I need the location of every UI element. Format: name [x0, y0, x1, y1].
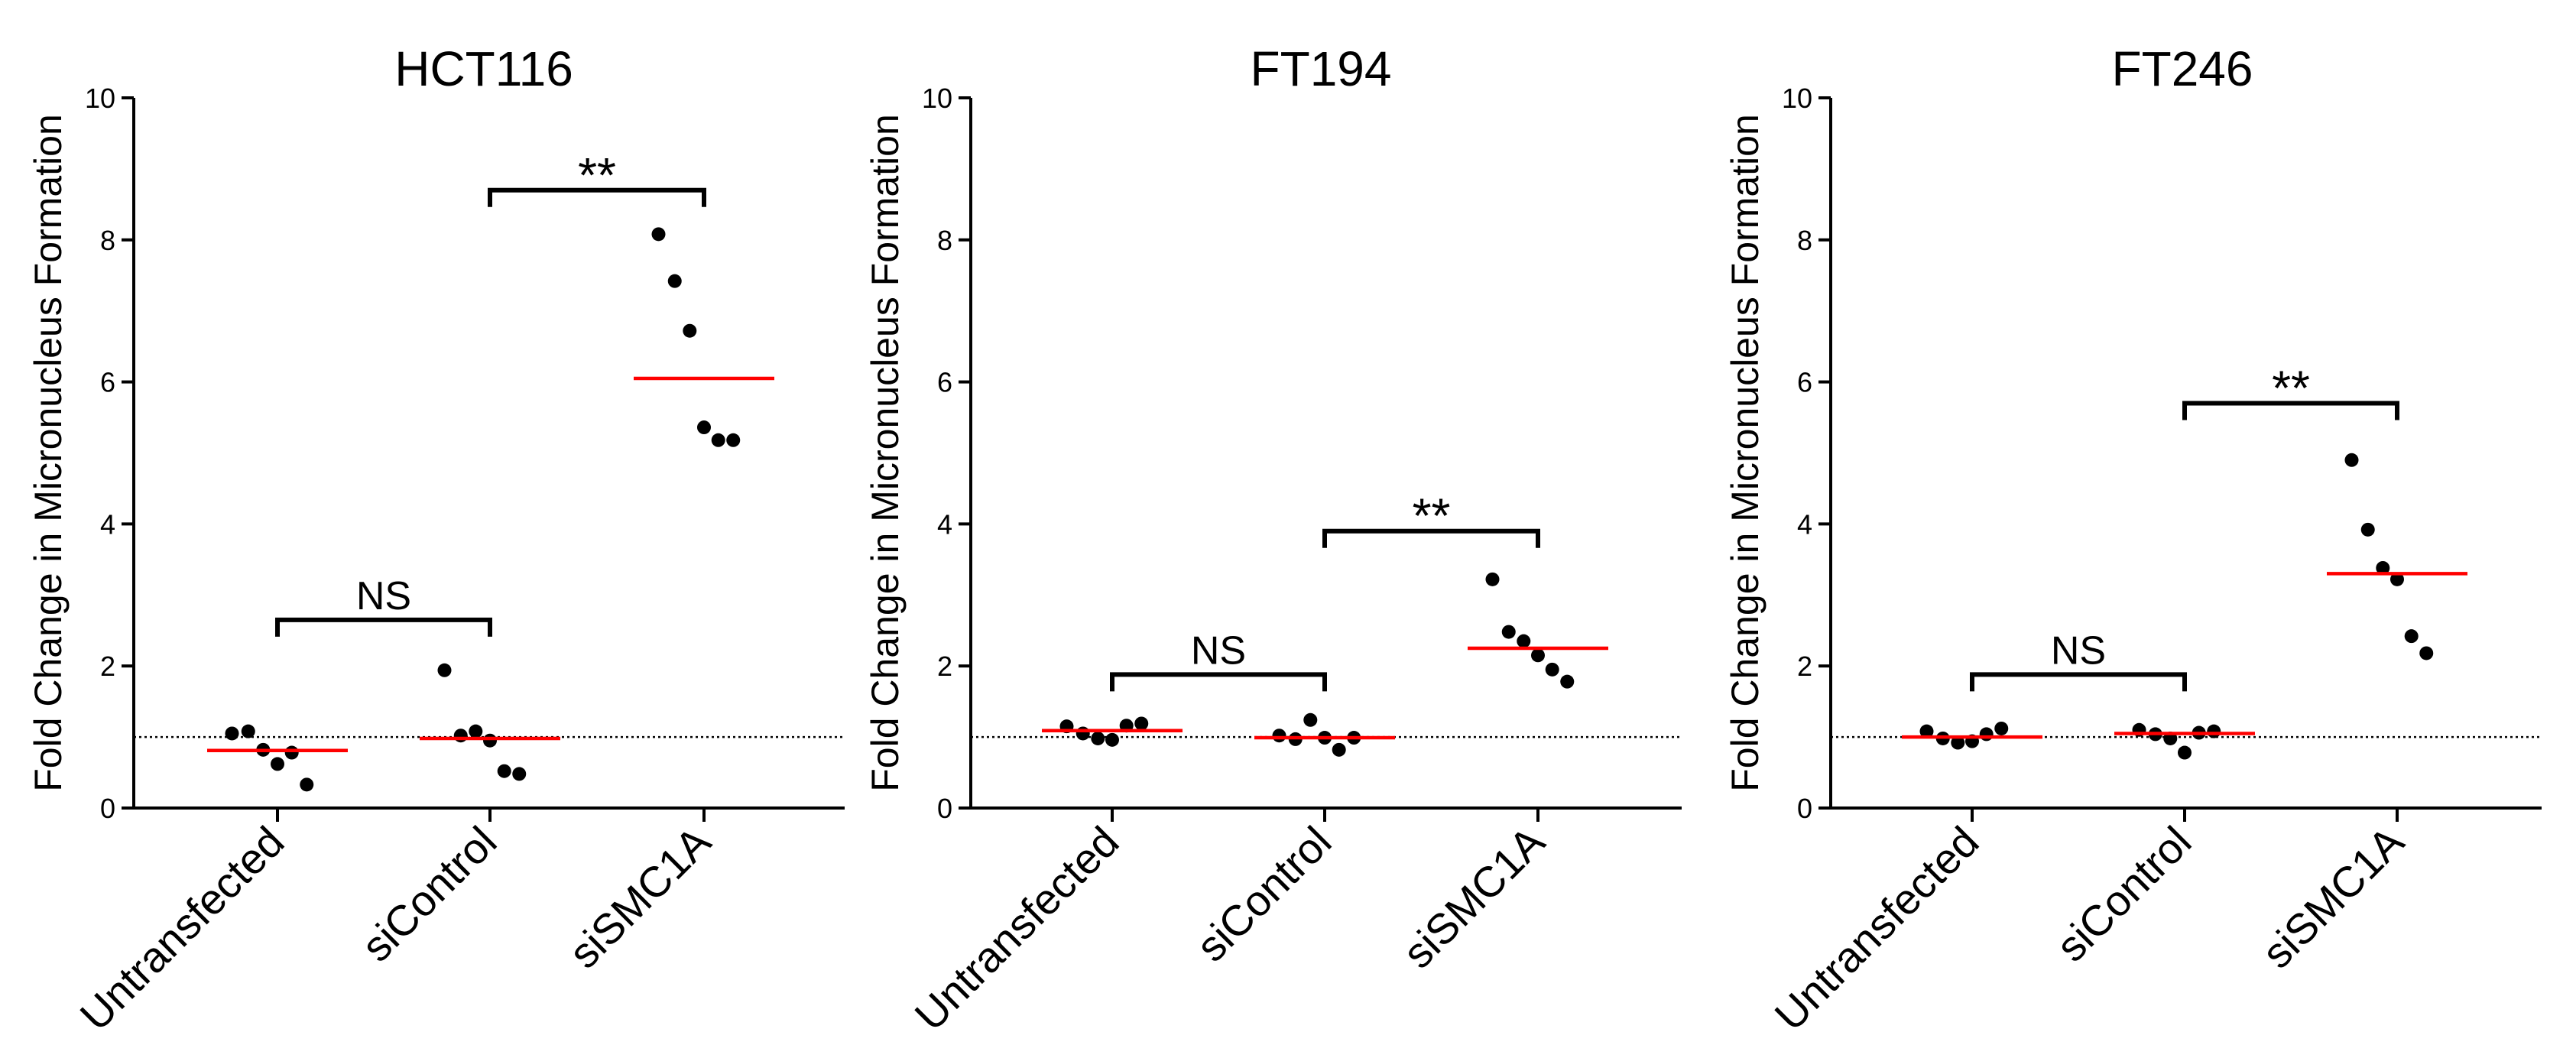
data-point	[300, 777, 314, 792]
data-point	[1994, 721, 2009, 735]
y-tick-label: 0	[100, 793, 115, 824]
x-tick-label: Untransfected	[70, 817, 293, 1040]
data-point	[284, 745, 299, 760]
data-point	[469, 724, 483, 738]
data-point	[1919, 724, 1934, 738]
data-point	[1485, 572, 1500, 586]
data-point	[1091, 731, 1105, 745]
data-point	[2419, 646, 2434, 660]
data-point	[2360, 522, 2375, 537]
y-tick-label: 4	[1797, 508, 1812, 540]
data-point	[271, 757, 284, 771]
data-point	[1134, 716, 1149, 731]
significance-label: NS	[1191, 628, 1246, 673]
data-point	[1105, 732, 1119, 747]
y-axis-label: Fold Change in Micronucleus Formation	[27, 114, 70, 792]
significance-bracket	[1322, 528, 1540, 548]
data-point	[2207, 724, 2221, 738]
data-point	[1560, 674, 1575, 689]
significance-label: NS	[2051, 628, 2106, 673]
x-tick-label: siSMC1A	[2253, 816, 2413, 977]
data-point	[1545, 662, 1559, 677]
data-point	[2390, 572, 2404, 586]
data-point	[1517, 634, 1531, 648]
data-point	[1979, 727, 1994, 742]
data-point	[241, 724, 255, 738]
data-point	[667, 274, 682, 288]
y-tick-label: 6	[1797, 367, 1812, 398]
data-point	[1303, 712, 1318, 727]
y-tick-label: 4	[100, 508, 115, 540]
y-tick-label: 8	[937, 225, 952, 256]
y-tick-label: 0	[1797, 793, 1812, 824]
panel-hct116: HCT116 Fold Change in Micronucleus Format…	[27, 41, 845, 1040]
y-axis-label: Fold Change in Micronucleus Formation	[864, 114, 907, 792]
y-tick-label: 8	[100, 225, 115, 256]
significance-bracket	[1110, 672, 1327, 692]
y-tick-label: 10	[85, 83, 115, 114]
data-point	[1075, 726, 1090, 741]
y-tick-label: 2	[937, 651, 952, 682]
y-tick-label: 0	[937, 793, 952, 824]
x-tick-label: Untransfected	[1765, 817, 1987, 1040]
significance-bracket	[2182, 401, 2399, 420]
y-axis-label: Fold Change in Micronucleus Formation	[1724, 114, 1767, 792]
y-tick-label: 8	[1797, 225, 1812, 256]
y-tick-label: 4	[937, 508, 952, 540]
significance-label: **	[578, 148, 616, 203]
data-point	[1951, 735, 1965, 750]
chart-title: FT194	[1251, 41, 1392, 96]
data-point	[683, 323, 697, 338]
significance-label: **	[2272, 360, 2310, 415]
x-tick-label: siControl	[352, 817, 506, 971]
x-tick-label: Untransfected	[905, 817, 1127, 1040]
x-tick-label: siSMC1A	[1393, 816, 1554, 977]
data-point	[512, 767, 527, 781]
data-point	[497, 764, 511, 778]
significance-bracket	[1970, 672, 2187, 692]
panel-ft246: FT246 Fold Change in Micronucleus Formati…	[1724, 41, 2542, 1040]
significance-label: NS	[356, 574, 411, 618]
y-tick-label: 2	[1797, 651, 1812, 682]
data-point	[2404, 629, 2419, 644]
x-tick-label: siControl	[1187, 817, 1341, 971]
data-point	[711, 433, 725, 447]
x-tick-label: siSMC1A	[560, 816, 720, 977]
data-point	[651, 227, 666, 242]
data-point	[697, 420, 711, 435]
x-tick-label: siControl	[2047, 817, 2201, 971]
significance-bracket	[275, 617, 492, 637]
y-tick-label: 6	[100, 367, 115, 398]
data-point	[483, 733, 497, 748]
significance-label: **	[1413, 488, 1451, 544]
y-tick-label: 6	[937, 367, 952, 398]
data-point	[1501, 625, 1516, 639]
data-point	[2178, 745, 2192, 760]
panel-ft194: FT194 Fold Change in Micronucleus Formati…	[864, 41, 1682, 1040]
data-point	[2344, 453, 2359, 467]
data-point	[726, 433, 741, 447]
y-tick-label: 2	[100, 651, 115, 682]
data-point	[2376, 560, 2390, 575]
chart-title: FT246	[2112, 41, 2253, 96]
data-point	[437, 663, 452, 677]
significance-bracket	[488, 187, 706, 207]
y-tick-label: 10	[1782, 83, 1812, 114]
data-point	[225, 726, 239, 741]
data-point	[1332, 742, 1346, 757]
data-point	[453, 729, 468, 743]
y-tick-label: 10	[922, 83, 952, 114]
chart-title: HCT116	[394, 41, 573, 96]
data-point	[1272, 729, 1286, 743]
data-point	[1531, 648, 1545, 663]
